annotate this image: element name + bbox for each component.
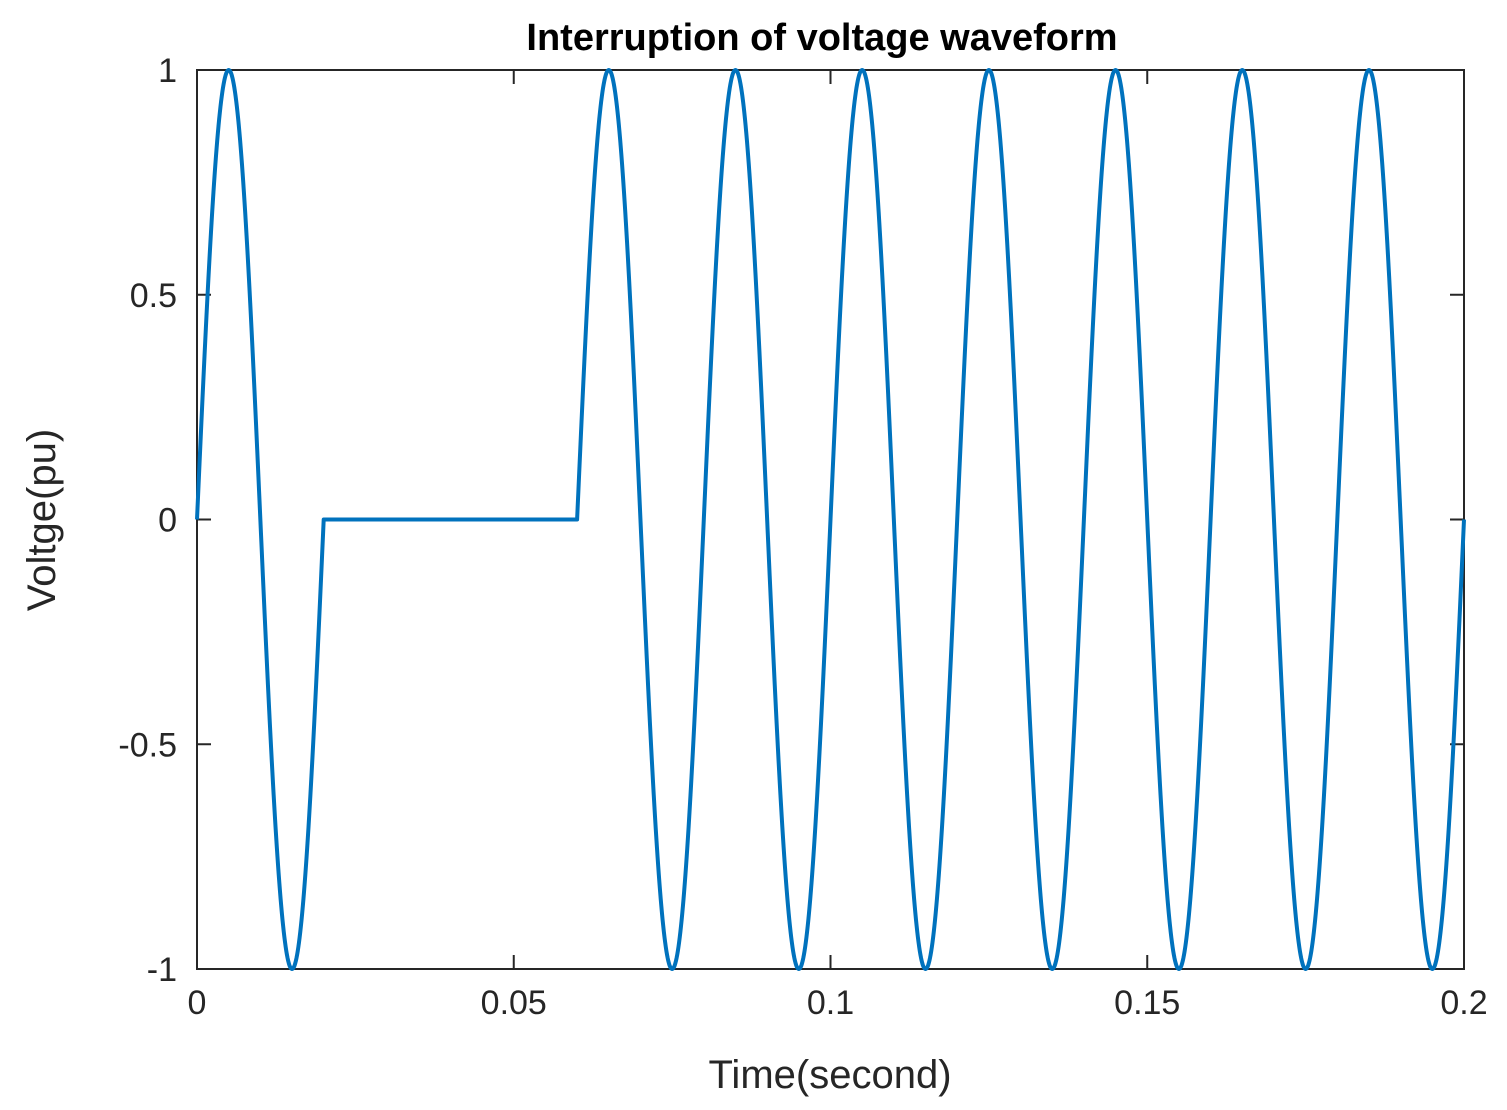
x-tick-label: 0: [188, 984, 207, 1022]
y-axis-label: Voltge(pu): [20, 429, 64, 611]
x-tick-label: 0.15: [1114, 984, 1180, 1022]
y-tick-label: 0.5: [130, 277, 177, 315]
chart-title: Interruption of voltage waveform: [526, 17, 1117, 59]
x-axis-ticks: 0 0.05 0.1 0.15 0.2: [188, 70, 1488, 1022]
y-axis-ticks: -1 -0.5 0 0.5 1: [118, 52, 1464, 989]
voltage-series-line: [195, 68, 1466, 971]
y-tick-label: -0.5: [118, 726, 177, 764]
x-tick-label: 0.1: [807, 984, 854, 1022]
y-tick-label: -1: [147, 951, 177, 989]
x-tick-label: 0.05: [481, 984, 547, 1022]
y-tick-label: 0: [158, 502, 177, 540]
x-axis-label: Time(second): [708, 1053, 951, 1097]
y-tick-label: 1: [158, 52, 177, 90]
x-tick-label: 0.2: [1440, 984, 1487, 1022]
